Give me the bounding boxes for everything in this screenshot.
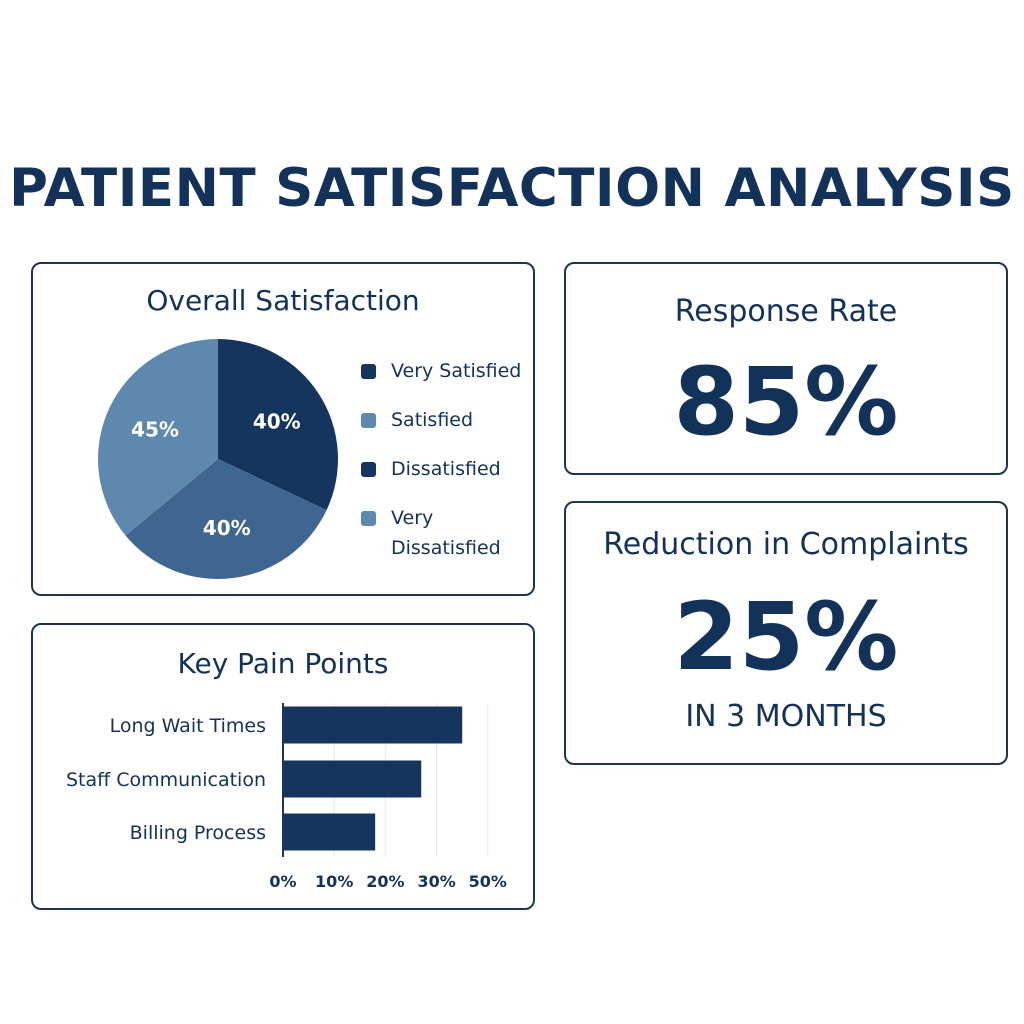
response-rate-value: 85% [673,348,899,457]
pie-slice [97,339,218,536]
key-pain-points-title: Key Pain Points [177,647,389,680]
key-pain-points-card: Key Pain Points Long Wait Times Staff Com… [31,623,535,910]
complaints-reduction-period: IN 3 MONTHS [685,699,887,734]
legend-label: Satisfied [391,409,474,431]
x-tick-label: 20% [366,872,404,891]
complaints-reduction-value: 25% [673,583,899,692]
bar [283,760,422,798]
legend-item: Very Dissatisfied [361,503,531,563]
pain-points-bar-chart: Long Wait Times Staff Communication Billin… [66,703,507,891]
pie-legend: Very Satisfied Satisfied Dissatisfied Ve… [361,356,531,563]
legend-item: Dissatisfied [361,454,531,484]
legend-item: Very Satisfied [361,356,531,386]
complaints-reduction-title: Reduction in Complaints [603,527,969,562]
overall-satisfaction-card: Overall Satisfaction 40% 40% 45% Very Sati… [31,262,535,596]
pie-slice-label: 45% [131,417,179,441]
legend-label: Very Dissatisfied [391,507,501,559]
bar [283,706,463,744]
bar-category-label: Staff Communication [66,769,266,791]
bar-category-label: Long Wait Times [110,715,266,737]
response-rate-title: Response Rate [674,294,898,329]
legend-swatch [361,364,376,379]
complaints-reduction-card: Reduction in Complaints 25% IN 3 MONTHS [564,501,1008,765]
x-tick-label: 50% [469,872,507,891]
legend-swatch [361,462,376,477]
page-title: PATIENT SATISFACTION ANALYSIS [9,158,1015,219]
legend-swatch [361,413,376,428]
legend-item: Satisfied [361,405,531,435]
response-rate-card: Response Rate 85% [564,262,1008,475]
x-tick-label: 10% [315,872,353,891]
legend-label: Dissatisfied [391,458,501,480]
x-tick-label: 30% [417,872,455,891]
bar [283,813,376,851]
overall-satisfaction-title: Overall Satisfaction [146,284,420,317]
pie-slice [125,459,327,579]
bar-category-label: Billing Process [130,822,266,844]
legend-swatch [361,511,376,526]
legend-label: Very Satisfied [391,360,522,382]
pie-slice-label: 40% [203,516,251,540]
x-tick-label: 0% [269,872,296,891]
satisfaction-pie-chart: 40% 40% 45% [97,339,338,579]
pie-slice [218,339,338,511]
pie-slice-label: 40% [253,410,301,434]
